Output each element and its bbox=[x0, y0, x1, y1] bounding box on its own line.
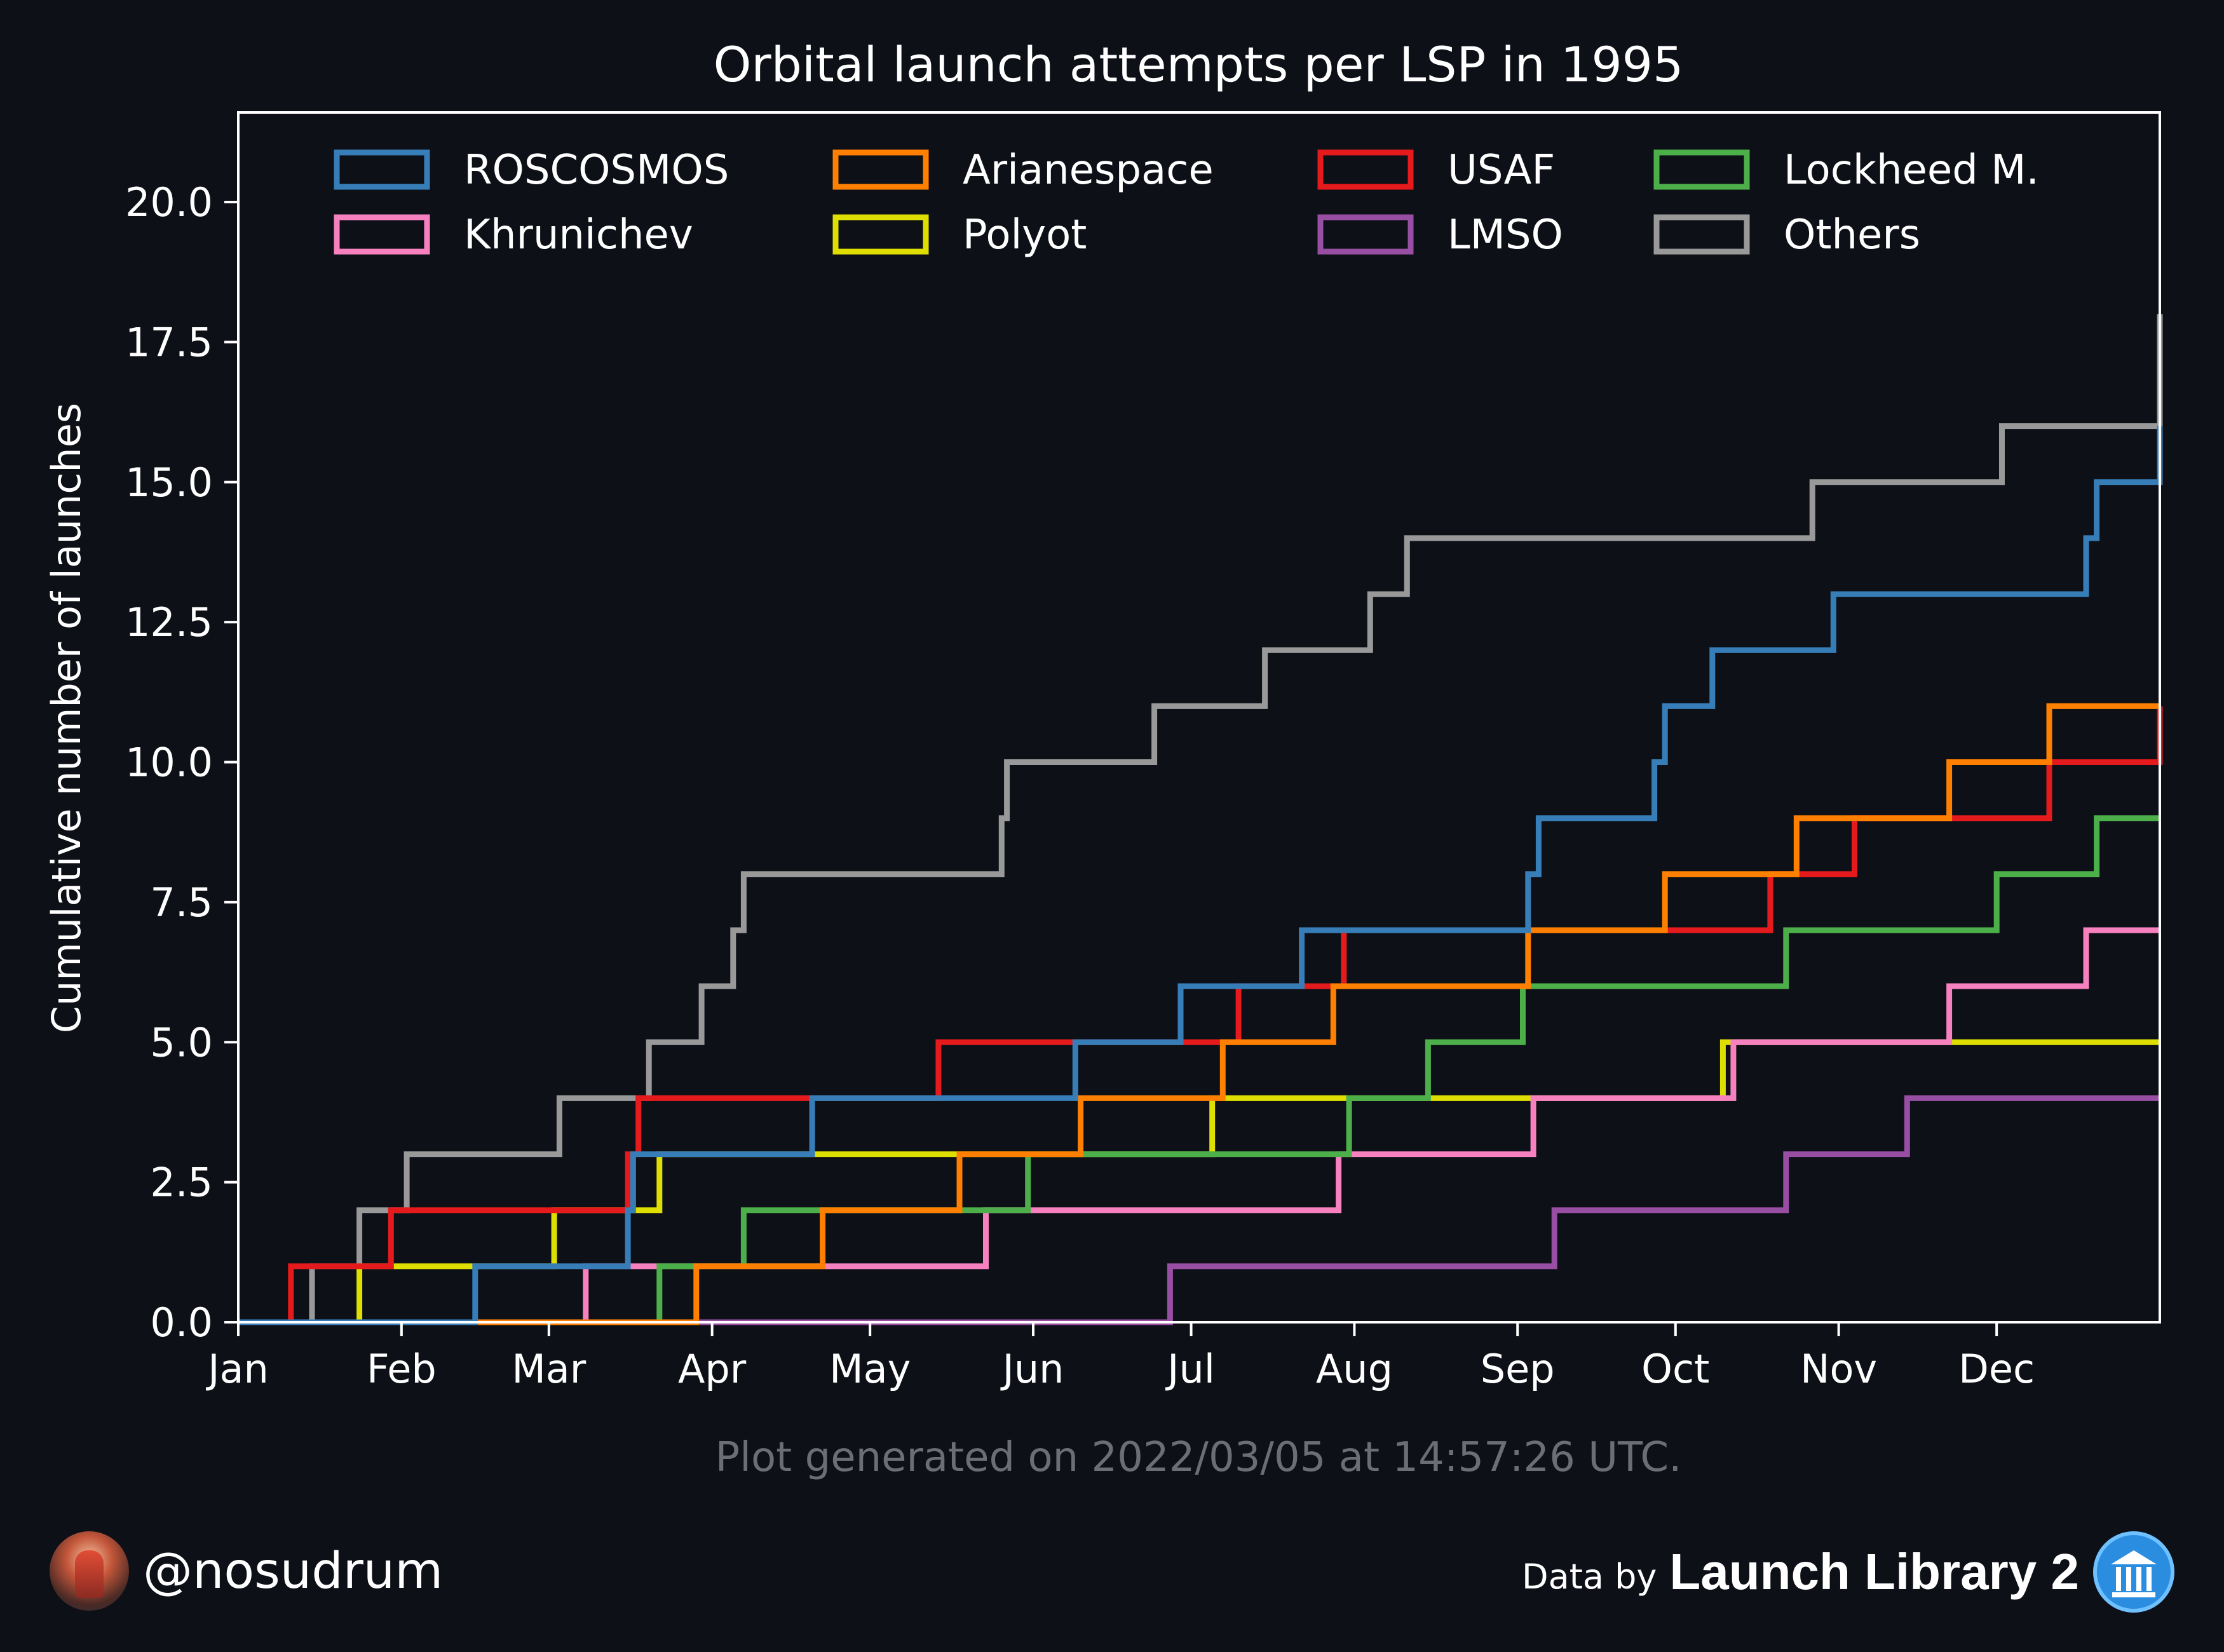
y-tick-label: 10.0 bbox=[125, 740, 213, 786]
x-axis: Jan Feb Mar Apr May Jun Jul Aug Sep Oct Nov Dec bbox=[205, 1322, 2035, 1392]
data-by-label: Data by bbox=[1522, 1556, 1657, 1597]
y-tick-label: 20.0 bbox=[125, 179, 213, 226]
legend-swatch bbox=[334, 214, 430, 255]
legend-swatch bbox=[334, 149, 430, 190]
x-tick-label: Jul bbox=[1165, 1346, 1215, 1392]
legend-label: Khrunichev bbox=[464, 212, 693, 259]
legend-label: Others bbox=[1784, 212, 1920, 259]
series-layer bbox=[238, 314, 2163, 1325]
y-tick-label: 5.0 bbox=[150, 1019, 213, 1066]
author-credit: @nosudrum bbox=[50, 1531, 443, 1611]
y-tick-label: 15.0 bbox=[125, 459, 213, 506]
series-line-lmso bbox=[238, 1095, 2160, 1325]
series-line-roscosmos bbox=[238, 426, 2163, 1325]
y-tick-label: 2.5 bbox=[150, 1160, 213, 1206]
x-tick-label: Aug bbox=[1316, 1346, 1393, 1392]
data-source-credit: Data by Launch Library 2 bbox=[1522, 1531, 2174, 1613]
x-tick-label: Feb bbox=[367, 1346, 437, 1392]
x-tick-label: Sep bbox=[1481, 1346, 1555, 1392]
series-line-arianespace bbox=[238, 703, 2160, 1325]
author-handle: @nosudrum bbox=[143, 1542, 444, 1600]
x-tick-label: Jan bbox=[205, 1346, 269, 1392]
y-tick-label: 17.5 bbox=[125, 319, 213, 365]
legend-label: ROSCOSMOS bbox=[464, 147, 729, 194]
legend-label: Arianespace bbox=[963, 147, 1214, 194]
legend-swatch bbox=[1653, 149, 1750, 190]
x-tick-label: Jun bbox=[1000, 1346, 1064, 1392]
series-line-polyot bbox=[238, 1039, 2160, 1325]
astronaut-avatar-icon bbox=[50, 1531, 129, 1611]
library-building-icon bbox=[2093, 1531, 2174, 1613]
legend-label: Lockheed M. bbox=[1784, 147, 2039, 194]
y-tick-label: 0.0 bbox=[150, 1299, 213, 1346]
series-line-others bbox=[238, 314, 2163, 1325]
source-name: Launch Library 2 bbox=[1669, 1543, 2079, 1600]
x-tick-label: Apr bbox=[678, 1346, 747, 1392]
plot-frame bbox=[237, 111, 2161, 1324]
y-tick-label: 7.5 bbox=[150, 879, 213, 926]
chart-title: Orbital launch attempts per LSP in 1995 bbox=[714, 36, 1684, 93]
legend-swatch bbox=[832, 149, 929, 190]
generated-note: Plot generated on 2022/03/05 at 14:57:26… bbox=[715, 1434, 1682, 1481]
legend-label: LMSO bbox=[1448, 212, 1563, 259]
legend-swatch bbox=[1317, 149, 1414, 190]
x-tick-label: May bbox=[829, 1346, 911, 1392]
series-line-lockheed-m bbox=[238, 815, 2160, 1325]
legend-swatch bbox=[1317, 214, 1414, 255]
chart: Orbital launch attempts per LSP in 1995 … bbox=[43, 36, 2163, 1481]
legend-label: USAF bbox=[1448, 147, 1555, 194]
x-tick-label: Mar bbox=[512, 1346, 586, 1392]
legend-swatch bbox=[832, 214, 929, 255]
y-tick-label: 12.5 bbox=[125, 599, 213, 646]
legend: ROSCOSMOS Arianespace USAF Lockheed M. Khrun… bbox=[334, 147, 2039, 259]
x-tick-label: Oct bbox=[1641, 1346, 1709, 1392]
series-line-usaf bbox=[238, 706, 2163, 1325]
y-axis: 0.0 2.5 5.0 7.5 10.0 12.5 15.0 17.5 20.0 bbox=[125, 179, 238, 1346]
legend-swatch bbox=[1653, 214, 1750, 255]
legend-label: Polyot bbox=[963, 212, 1087, 259]
y-axis-label: Cumulative number of launches bbox=[43, 403, 90, 1033]
x-tick-label: Dec bbox=[1958, 1346, 2035, 1392]
x-tick-label: Nov bbox=[1800, 1346, 1877, 1392]
